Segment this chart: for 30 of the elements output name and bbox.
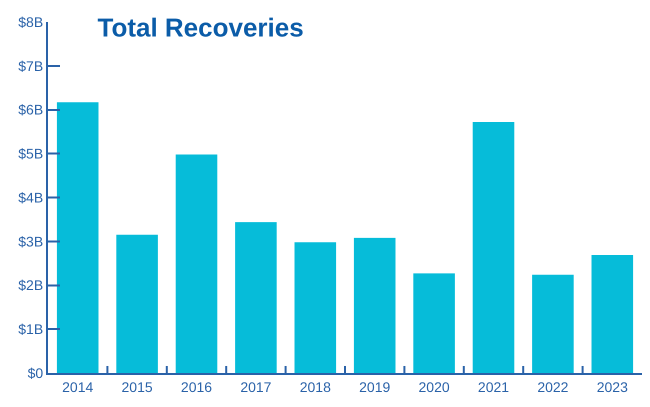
- bar: [472, 122, 514, 373]
- x-tick-label: 2017: [240, 378, 272, 395]
- bar: [354, 238, 396, 373]
- bar: [56, 102, 98, 373]
- x-tick-label: 2020: [418, 378, 450, 395]
- y-tick-label: $2B: [18, 277, 44, 294]
- bar: [592, 254, 634, 373]
- x-tick-label: 2019: [359, 378, 390, 395]
- x-tick-label: 2022: [537, 378, 569, 395]
- x-tick-label: 2016: [180, 378, 212, 395]
- y-tick-label: $3B: [18, 233, 44, 250]
- bar: [116, 234, 158, 373]
- y-tick-label: $4B: [18, 189, 44, 206]
- bar: [532, 274, 574, 373]
- x-tick-label: 2015: [122, 378, 153, 395]
- bar: [235, 222, 277, 373]
- x-tick-label: 2018: [300, 378, 332, 395]
- bar: [413, 273, 455, 373]
- y-tick-label: $7B: [18, 58, 44, 74]
- chart-title: Total Recoveries: [98, 12, 304, 43]
- x-tick-label: 2021: [478, 378, 510, 395]
- y-tick-label: $0: [28, 364, 44, 381]
- y-tick-label: $5B: [18, 146, 44, 162]
- bar: [176, 154, 218, 373]
- x-tick-label: 2023: [596, 378, 628, 395]
- bar: [294, 242, 336, 373]
- y-tick-label: $6B: [18, 102, 44, 118]
- y-tick-label: $1B: [18, 321, 44, 338]
- y-tick-label: $8B: [18, 14, 44, 30]
- x-tick-label: 2014: [62, 378, 94, 395]
